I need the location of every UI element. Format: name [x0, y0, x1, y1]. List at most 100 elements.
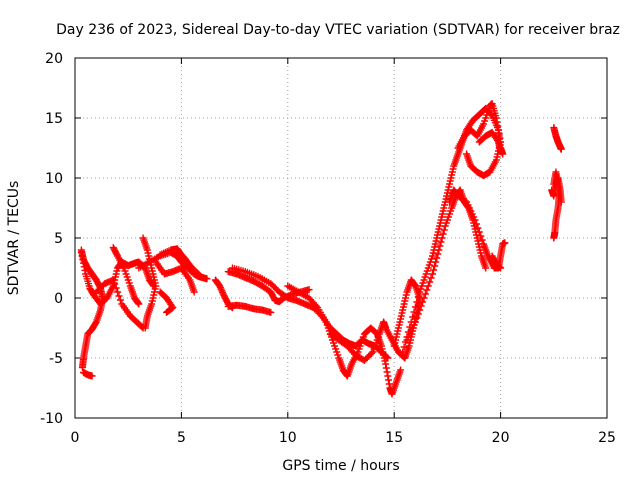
data-point: [472, 220, 480, 228]
data-point: [383, 368, 391, 376]
data-point: [111, 280, 119, 288]
data-point: [434, 250, 442, 258]
data-point: [493, 136, 501, 144]
data-point: [216, 282, 224, 290]
x-tick-label: 0: [71, 430, 80, 446]
data-point: [382, 364, 390, 372]
data-point: [414, 310, 422, 318]
y-tick-label: 5: [54, 231, 63, 247]
data-point: [440, 226, 448, 234]
data-point: [411, 318, 419, 326]
data-point: [494, 122, 502, 130]
data-point: [430, 266, 438, 274]
data-point: [416, 306, 424, 314]
data-point: [414, 293, 422, 301]
series-arc1: [77, 246, 107, 372]
series-arc8: [152, 258, 198, 296]
data-point: [494, 126, 502, 134]
data-point: [305, 286, 313, 294]
plot-frame: [74, 57, 608, 419]
y-tick-label: 15: [45, 111, 63, 127]
data-point: [115, 292, 123, 300]
data-point: [471, 216, 479, 224]
data-point: [385, 380, 393, 388]
data-point: [463, 150, 471, 158]
x-tick-label: 15: [385, 430, 403, 446]
data-point: [477, 232, 485, 240]
axis-tick-labels: 0 5 10 15 20 25 -10 -5 0 5 10 15 20: [40, 51, 616, 446]
data-point: [384, 372, 392, 380]
data-point: [497, 264, 505, 272]
series-arc24: [550, 124, 565, 153]
data-point: [431, 262, 439, 270]
data-point: [135, 300, 143, 308]
data-point: [382, 360, 390, 368]
data-point: [85, 328, 93, 336]
series-arc22: [475, 128, 505, 156]
data-point: [436, 242, 444, 250]
data-point: [423, 286, 431, 294]
data-point: [419, 298, 427, 306]
data-point: [433, 254, 441, 262]
series-arc2: [80, 368, 96, 380]
data-point: [497, 148, 505, 156]
y-tick-label: -5: [49, 351, 63, 367]
x-tick-label: 10: [279, 430, 297, 446]
y-tick-label: -10: [40, 411, 63, 427]
series-arc7: [135, 248, 211, 283]
data-point: [550, 234, 558, 242]
data-point: [397, 366, 405, 374]
data-point: [267, 308, 275, 316]
series-arc9: [156, 245, 202, 278]
data-point: [426, 278, 434, 286]
data-point: [411, 303, 419, 311]
data-point: [439, 230, 447, 238]
data-point: [164, 308, 172, 316]
x-axis-label: GPS time / hours: [282, 458, 399, 474]
data-point: [138, 323, 146, 331]
data-point: [420, 294, 428, 302]
data-point: [557, 145, 565, 153]
data-point: [81, 266, 89, 274]
data-point: [417, 302, 425, 310]
series-arc26: [548, 174, 565, 206]
data-point: [435, 246, 443, 254]
data-point: [438, 234, 446, 242]
y-axis-label: SDTVAR / TECUs: [6, 181, 22, 296]
y-tick-label: 0: [54, 291, 63, 307]
data-point: [475, 228, 483, 236]
data-point: [112, 284, 120, 292]
data-point: [78, 364, 86, 372]
data-point: [400, 343, 408, 351]
series-arc15: [284, 282, 405, 398]
data-point: [141, 324, 149, 332]
data-point: [134, 299, 142, 307]
y-tick-label: 10: [45, 171, 63, 187]
data-point: [194, 270, 202, 278]
data-point: [368, 349, 376, 357]
data-point: [437, 238, 445, 246]
data-point: [401, 354, 409, 362]
data-point: [77, 248, 85, 256]
data-point: [385, 376, 393, 384]
data-point: [80, 259, 88, 267]
data-point: [114, 288, 122, 296]
data-point: [493, 118, 501, 126]
data-point: [410, 308, 418, 316]
data-point: [478, 236, 486, 244]
data-point: [424, 282, 432, 290]
series-arc10: [156, 288, 177, 316]
data-point: [409, 313, 417, 321]
data-point: [218, 287, 226, 295]
series-arc23: [488, 252, 505, 272]
data-point: [492, 114, 500, 122]
series-arc4: [92, 276, 147, 332]
data-point: [474, 224, 482, 232]
data-point: [432, 258, 440, 266]
data-point: [116, 296, 124, 304]
series-arc12: [224, 301, 275, 316]
data-point: [482, 264, 490, 272]
data-point: [80, 263, 88, 271]
x-tick-label: 20: [492, 430, 510, 446]
